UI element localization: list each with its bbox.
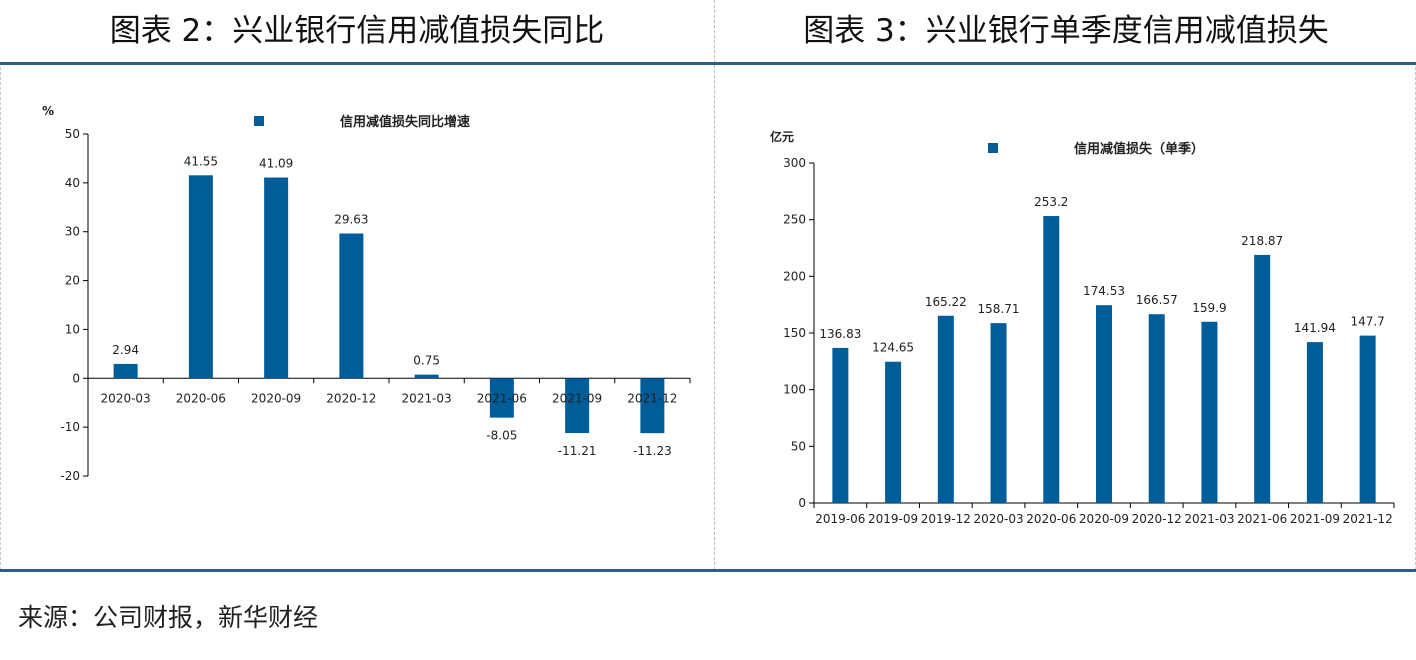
right-panel-title: 图表 3：兴业银行单季度信用减值损失 <box>803 13 1329 49</box>
left-edge-dash <box>0 62 1 570</box>
y-axis-unit: % <box>42 104 54 118</box>
bar <box>188 175 213 379</box>
x-category-label: 2019-12 <box>921 512 971 526</box>
y-tick-label: -10 <box>60 420 80 434</box>
bar <box>832 347 849 503</box>
y-tick-label: 0 <box>798 496 806 510</box>
y-tick-label: 30 <box>65 225 80 239</box>
bar <box>937 315 954 503</box>
data-label: 158.71 <box>978 302 1020 316</box>
x-category-label: 2020-06 <box>1026 512 1076 526</box>
x-category-label: 2021-09 <box>1290 512 1340 526</box>
y-tick-label: 50 <box>791 439 806 453</box>
bar <box>640 378 665 434</box>
y-tick-label: 50 <box>65 127 80 141</box>
bar <box>1043 216 1060 504</box>
bar <box>264 177 289 379</box>
bar <box>339 233 364 379</box>
bar <box>113 363 138 379</box>
bottom-rule <box>0 569 1416 572</box>
x-category-label: 2020-06 <box>176 391 226 405</box>
y-tick-label: 40 <box>65 176 80 190</box>
panel-divider <box>714 0 715 570</box>
bar <box>489 378 514 418</box>
x-category-label: 2020-09 <box>1079 512 1129 526</box>
x-category-label: 2021-03 <box>1184 512 1234 526</box>
data-label: 253.2 <box>1034 195 1068 209</box>
y-tick-label: 200 <box>783 269 806 283</box>
x-category-label: 2020-12 <box>1132 512 1182 526</box>
x-category-label: 2021-12 <box>1343 512 1393 526</box>
x-category-label: 2020-09 <box>251 391 301 405</box>
x-category-label: 2021-06 <box>477 391 527 405</box>
data-label: 147.7 <box>1350 315 1384 329</box>
x-category-label: 2020-03 <box>973 512 1023 526</box>
bar <box>1201 321 1218 503</box>
y-tick-label: 100 <box>783 383 806 397</box>
x-category-label: 2021-03 <box>402 391 452 405</box>
data-label: 41.55 <box>184 154 218 168</box>
yoy-growth-chart: % 信用减值损失同比增速 50 40 30 20 10 0 -10 -20 2020-03 2.94 2… <box>42 104 691 483</box>
data-label: -11.21 <box>558 444 597 458</box>
data-label: 2.94 <box>112 343 139 357</box>
y-tick-label: 0 <box>72 371 80 385</box>
legend-swatch <box>988 143 998 153</box>
source-note: 来源：公司财报，新华财经 <box>18 603 319 632</box>
data-label: 166.57 <box>1136 293 1178 307</box>
x-category-label: 2021-09 <box>552 391 602 405</box>
bar <box>885 361 902 503</box>
x-category-label: 2021-12 <box>627 391 677 405</box>
data-label: 141.94 <box>1294 321 1336 335</box>
data-label: 159.9 <box>1192 301 1226 315</box>
x-category-label: 2019-09 <box>868 512 918 526</box>
data-label: 165.22 <box>925 295 967 309</box>
x-category-label: 2020-03 <box>101 391 151 405</box>
bar <box>990 323 1007 503</box>
y-tick-label: 10 <box>65 322 80 336</box>
y-tick-label: 150 <box>783 326 806 340</box>
data-label: 124.65 <box>872 341 914 355</box>
x-category-label: 2021-06 <box>1237 512 1287 526</box>
y-tick-label: 250 <box>783 213 806 227</box>
bar <box>1306 342 1323 503</box>
data-label: 29.63 <box>334 213 368 227</box>
data-label: 136.83 <box>819 327 861 341</box>
bar <box>1148 314 1165 503</box>
bar <box>1254 254 1271 503</box>
data-label: 41.09 <box>259 157 293 171</box>
y-tick-label: -20 <box>60 469 80 483</box>
y-axis-unit: 亿元 <box>770 129 794 144</box>
y-tick-label: 300 <box>783 156 806 170</box>
bar <box>1359 335 1376 503</box>
legend-label: 信用减值损失（单季） <box>1074 141 1204 157</box>
bar <box>1096 305 1112 503</box>
data-label: -11.23 <box>633 444 672 458</box>
data-label: 0.75 <box>413 354 440 368</box>
data-label: 218.87 <box>1241 234 1283 248</box>
x-category-label: 2020-12 <box>326 391 376 405</box>
data-label: -8.05 <box>486 429 517 443</box>
data-label: 174.53 <box>1083 284 1125 298</box>
bar <box>565 378 590 434</box>
legend-label: 信用减值损失同比增速 <box>340 114 470 130</box>
bar <box>414 374 439 379</box>
legend-swatch <box>254 116 264 126</box>
y-tick-label: 20 <box>65 274 80 288</box>
x-category-label: 2019-06 <box>815 512 865 526</box>
left-panel-title: 图表 2：兴业银行信用减值损失同比 <box>109 13 605 49</box>
top-rule <box>0 62 1416 65</box>
